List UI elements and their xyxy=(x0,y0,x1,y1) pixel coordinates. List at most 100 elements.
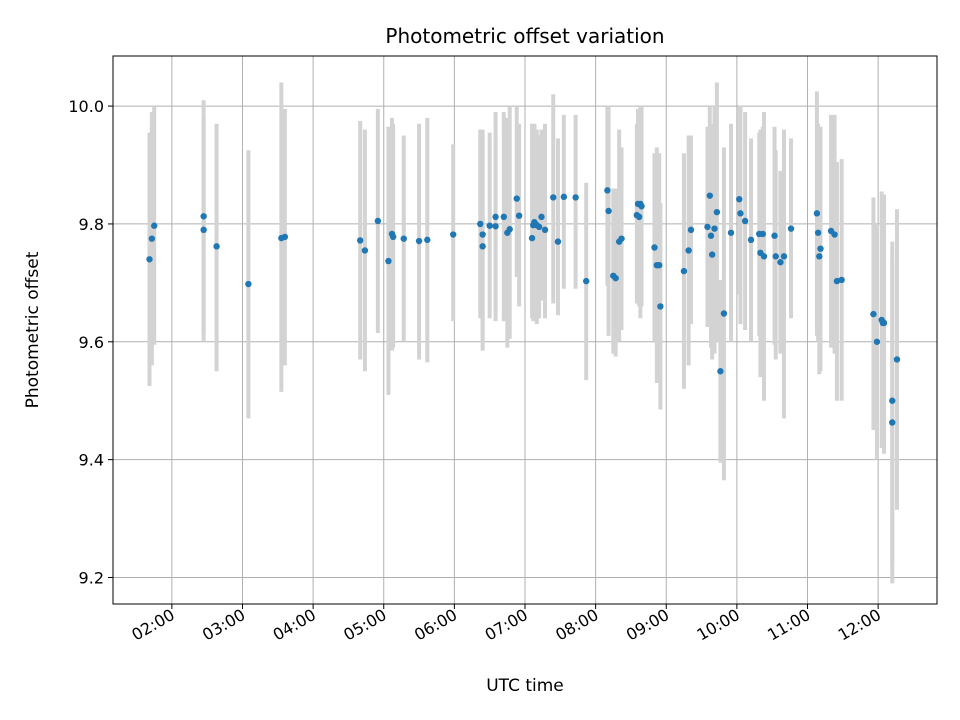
data-point xyxy=(813,210,821,217)
data-point xyxy=(760,253,768,260)
data-point xyxy=(759,230,766,238)
data-point xyxy=(713,208,721,216)
data-point xyxy=(492,213,499,221)
y-tick-label: 9.6 xyxy=(79,333,104,352)
data-point xyxy=(880,319,888,327)
data-point xyxy=(687,226,695,234)
chart-title: Photometric offset variation xyxy=(385,24,664,48)
y-tick-label: 9.4 xyxy=(79,451,104,470)
data-point xyxy=(538,213,545,221)
data-point xyxy=(747,236,755,244)
x-tick-label: 12:00 xyxy=(835,605,884,645)
data-point xyxy=(513,195,520,202)
data-point xyxy=(213,243,220,250)
data-point xyxy=(893,356,901,363)
data-point xyxy=(477,220,484,228)
data-point xyxy=(817,245,824,252)
data-point xyxy=(651,244,658,251)
data-point xyxy=(736,195,743,203)
data-point xyxy=(200,226,207,234)
data-point xyxy=(706,192,714,199)
data-point xyxy=(415,237,423,245)
y-tick-label: 9.2 xyxy=(79,568,104,587)
error-bars xyxy=(147,82,899,584)
data-point xyxy=(535,223,543,231)
data-point xyxy=(541,226,549,234)
data-point xyxy=(389,233,397,241)
data-point xyxy=(151,222,158,229)
data-point xyxy=(657,303,664,310)
data-point xyxy=(777,259,784,266)
data-point xyxy=(708,251,716,258)
data-point xyxy=(741,217,749,225)
data-point xyxy=(200,213,207,220)
data-point xyxy=(831,231,838,238)
data-point xyxy=(486,222,493,229)
data-point xyxy=(787,225,795,232)
x-tick-label: 06:00 xyxy=(411,605,460,645)
data-point xyxy=(655,261,663,269)
data-point xyxy=(550,194,557,201)
data-point xyxy=(680,267,688,275)
data-point xyxy=(560,193,568,201)
data-point xyxy=(612,274,619,282)
x-tick-label: 05:00 xyxy=(340,605,389,645)
data-point xyxy=(424,236,431,244)
y-tick-label: 9.8 xyxy=(79,215,104,234)
x-tick-label: 03:00 xyxy=(199,605,248,645)
data-point xyxy=(148,235,156,242)
data-point xyxy=(604,187,611,194)
data-point xyxy=(361,247,369,254)
data-point xyxy=(385,257,392,265)
data-point xyxy=(515,212,523,219)
data-point xyxy=(704,223,711,231)
x-tick-label: 08:00 xyxy=(552,605,601,645)
data-point xyxy=(245,280,252,288)
data-point xyxy=(870,310,877,318)
data-point xyxy=(711,225,718,232)
data-point xyxy=(727,229,735,236)
data-point xyxy=(816,253,823,260)
x-tick-label: 11:00 xyxy=(764,605,813,645)
data-point xyxy=(771,232,778,239)
data-point xyxy=(618,235,625,242)
data-point xyxy=(449,231,457,238)
data-point xyxy=(638,203,645,210)
data-point xyxy=(374,217,382,225)
data-point xyxy=(572,194,579,201)
data-point xyxy=(685,247,692,254)
data-point xyxy=(707,232,715,239)
data-point xyxy=(737,210,744,217)
data-point xyxy=(838,276,845,284)
x-tick-label: 02:00 xyxy=(128,605,177,645)
data-point xyxy=(720,310,728,317)
data-point xyxy=(635,213,643,221)
data-point xyxy=(506,226,513,233)
data-point xyxy=(479,231,486,238)
data-point xyxy=(528,234,536,242)
data-point xyxy=(479,243,486,250)
data-point xyxy=(780,253,788,260)
data-point xyxy=(889,419,896,426)
data-point xyxy=(554,238,562,245)
grid-lines xyxy=(113,56,937,604)
data-point xyxy=(400,235,407,242)
data-point xyxy=(492,223,499,230)
data-point xyxy=(889,397,896,404)
data-point xyxy=(281,233,289,241)
y-axis-label: Photometric offset xyxy=(23,251,43,408)
data-point xyxy=(146,256,153,263)
data-point xyxy=(814,229,822,236)
data-point xyxy=(500,213,508,221)
data-point xyxy=(357,237,364,244)
x-tick-label: 10:00 xyxy=(693,605,742,645)
data-points xyxy=(146,187,901,426)
data-point xyxy=(772,253,779,260)
x-axis-label: UTC time xyxy=(486,676,564,696)
x-tick-label: 07:00 xyxy=(482,605,531,645)
data-point xyxy=(605,207,612,215)
data-point xyxy=(717,368,724,375)
data-point xyxy=(583,277,590,285)
y-tick-label: 10.0 xyxy=(68,97,104,116)
